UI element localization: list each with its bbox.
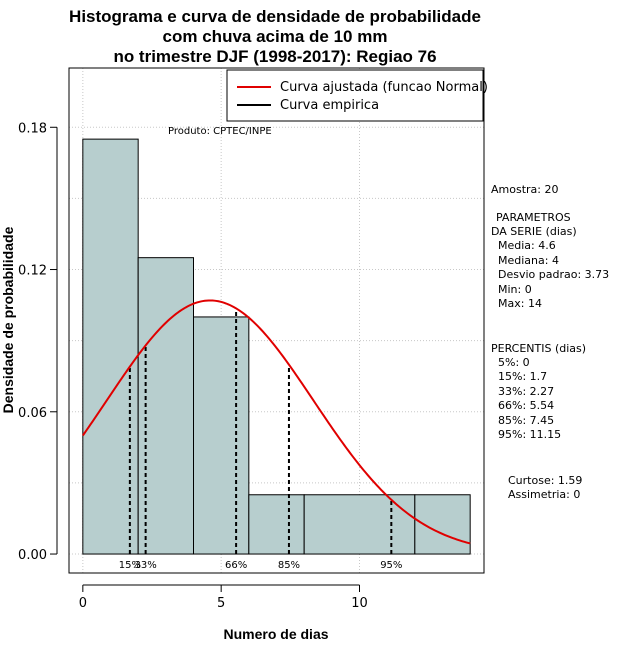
legend-label-empirical: Curva empirica [280, 98, 379, 113]
param-media: Media: 4.6 [498, 239, 556, 252]
percentile-label-3: 85% [278, 560, 300, 571]
percentile-lines-layer: 15%33% 66% 85% 95% [119, 308, 402, 571]
chart-title-line-3: no trimestre DJF (1998-2017): Regiao 76 [113, 47, 436, 66]
x-tick-label-2: 10 [351, 596, 368, 611]
percentile-label-2: 66% [225, 560, 247, 571]
sample-size: Amostra: 20 [491, 183, 558, 196]
histogram-bar-2 [193, 316, 250, 555]
y-tick-label-3: 0.18 [18, 121, 47, 136]
percentis-title: PERCENTIS (dias) [491, 342, 586, 355]
chart-title-line-2: com chuva acima de 10 mm [163, 27, 388, 46]
legend: Curva ajustada (funcao Normal) Curva emp… [226, 69, 488, 122]
percentil-5: 5%: 0 [498, 356, 530, 369]
percentile-label-0: 15% [119, 560, 141, 571]
curtose-value: Curtose: 1.59 [508, 474, 582, 487]
y-axis-label: Densidade de probabilidade [0, 226, 16, 413]
y-tick-label-2: 0.12 [18, 264, 47, 279]
bars-layer [82, 138, 471, 555]
chart-title-line-1: Histograma e curva de densidade de proba… [69, 7, 481, 26]
product-annotation: Produto: CPTEC/INPE [168, 126, 272, 137]
legend-label-normal: Curva ajustada (funcao Normal) [280, 80, 488, 95]
stats-panel: Amostra: 20 PARAMETROS DA SERIE (dias) M… [491, 183, 609, 501]
percentil-66: 66%: 5.54 [498, 399, 554, 412]
histogram-bar-4 [303, 494, 416, 555]
plot-frame [68, 67, 485, 574]
params-title-2: DA SERIE (dias) [491, 225, 577, 238]
x-tick-label-1: 5 [217, 596, 225, 611]
params-title-1: PARAMETROS [496, 211, 571, 224]
histogram-bar-3 [248, 494, 305, 555]
param-max: Max: 14 [498, 297, 542, 310]
histogram-bar-1 [137, 257, 195, 555]
percentile-label-1: 33% [135, 560, 157, 571]
percentil-85: 85%: 7.45 [498, 414, 554, 427]
curve-layer [82, 299, 471, 545]
assimetria-value: Assimetria: 0 [508, 488, 580, 501]
histogram-bar-0 [82, 138, 139, 555]
param-min: Min: 0 [498, 283, 532, 296]
axis-layer: 0 5 10 0.00 0.06 0.12 0.18 [18, 121, 368, 611]
x-axis-label: Numero de dias [223, 626, 328, 642]
y-tick-label-1: 0.06 [18, 406, 47, 421]
normal-density-curve [82, 299, 471, 545]
param-mediana: Mediana: 4 [498, 254, 559, 267]
x-tick-label-0: 0 [79, 596, 87, 611]
legend-box [226, 69, 484, 122]
y-tick-label-0: 0.00 [18, 548, 47, 563]
param-desvio: Desvio padrao: 3.73 [498, 268, 609, 281]
percentil-95: 95%: 11.15 [498, 428, 561, 441]
percentil-33: 33%: 2.27 [498, 385, 554, 398]
percentil-15: 15%: 1.7 [498, 370, 547, 383]
percentile-label-4: 95% [380, 560, 402, 571]
